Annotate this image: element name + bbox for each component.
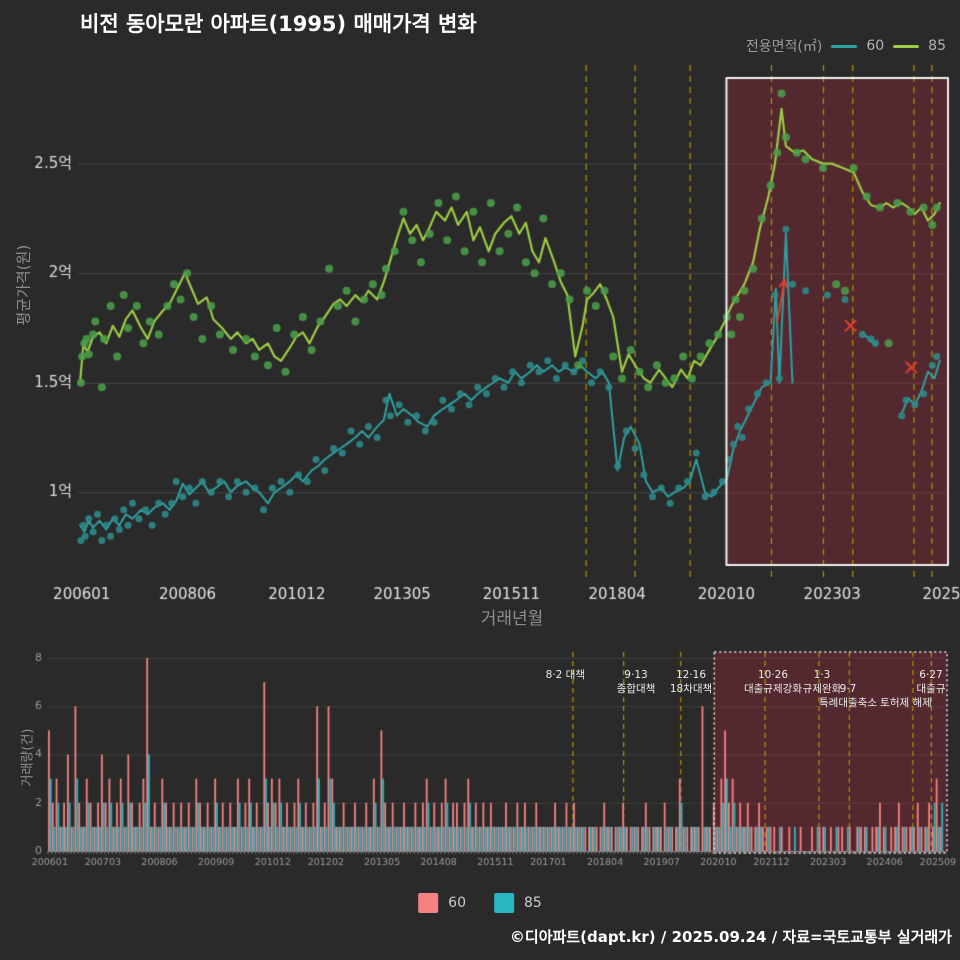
policy-label-8-2: 8·2 대책 xyxy=(505,668,585,682)
legend-85-swatch-icon xyxy=(494,893,514,913)
policy-label-text: 1·3 xyxy=(813,669,831,681)
price-y-axis-label: 평균가격(원) xyxy=(13,245,34,326)
policy-label-1-3: 1·3 규제완화 xyxy=(803,668,842,696)
policy-label-text: 18차대책 xyxy=(669,683,713,695)
policy-label-text: 특례대출축소 xyxy=(819,697,877,709)
volume-legend-85-label: 85 xyxy=(524,895,542,911)
legend-60-swatch-icon xyxy=(418,893,439,913)
policy-label-text: 6·27 xyxy=(919,669,943,681)
page-title: 비전 동아모란 아파트(1995) 매매가격 변화 xyxy=(80,12,477,36)
policy-label-toheoje: 토허제 해제 xyxy=(880,696,932,710)
policy-label-text: 12·16 xyxy=(675,669,707,681)
policy-label-text: 대출규 xyxy=(916,683,946,695)
legend-85-line-icon xyxy=(893,44,920,48)
volume-legend-60: 60 xyxy=(418,893,466,913)
policy-label-text: 9·7 xyxy=(839,683,857,695)
policy-label-12-16: 12·16 18차대책 xyxy=(670,668,712,696)
volume-chart-canvas xyxy=(0,640,960,880)
price-chart-canvas xyxy=(0,50,960,600)
source-credit: ©디아파트(dapt.kr) / 2025.09.24 / 자료=국토교통부 실… xyxy=(509,928,952,946)
policy-label-text: 8·2 대책 xyxy=(545,669,585,681)
policy-label-text: 대출규제강화 xyxy=(744,683,802,695)
price-x-axis-label: 거래년월 xyxy=(480,609,544,629)
policy-label-text: 9·13 xyxy=(624,669,648,681)
legend-60-line-icon xyxy=(831,44,858,48)
policy-label-9-13: 9·13 종합대책 xyxy=(617,668,656,696)
policy-label-text: 규제완화 xyxy=(802,683,842,695)
policy-label-text: 10·26 xyxy=(757,669,789,681)
policy-label-6-27: 6·27 대출규 xyxy=(917,668,946,696)
volume-legend: 60 85 xyxy=(410,893,550,913)
volume-legend-60-label: 60 xyxy=(448,895,466,911)
policy-label-10-26: 10·26 대출규제강화 xyxy=(744,668,802,696)
policy-label-9-7: 9·7 특례대출축소 xyxy=(819,682,877,710)
policy-label-text: 종합대책 xyxy=(616,683,656,695)
volume-legend-85: 85 xyxy=(494,893,542,913)
volume-y-axis-label: 거래량(건) xyxy=(20,728,36,787)
policy-label-text: 토허제 해제 xyxy=(880,697,932,709)
